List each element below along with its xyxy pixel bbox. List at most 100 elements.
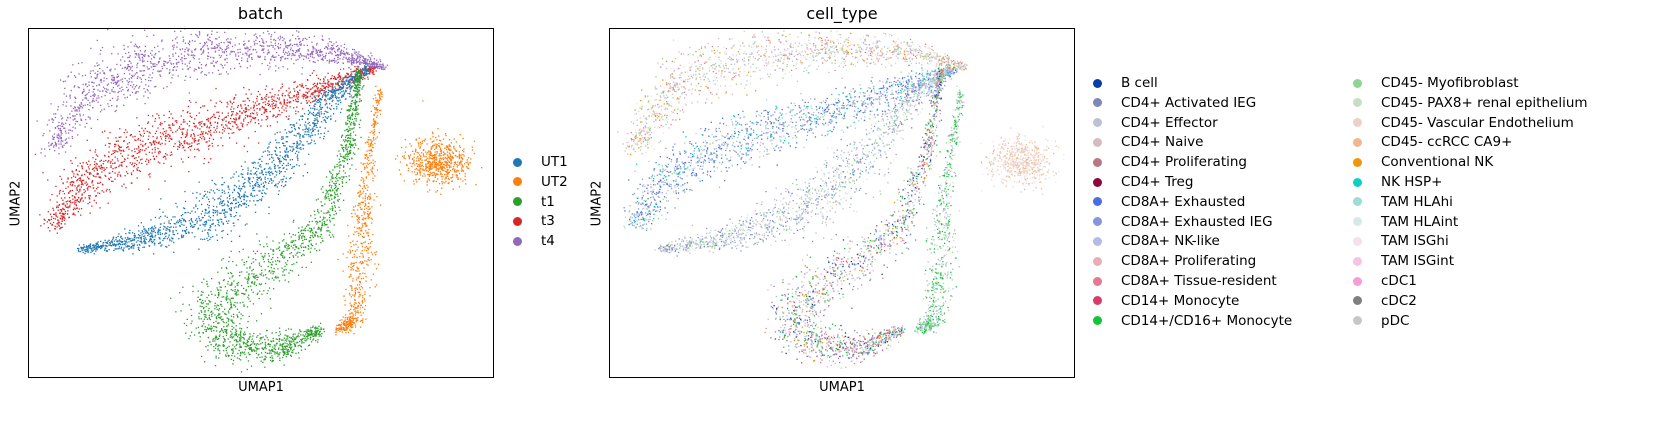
data-point xyxy=(358,62,360,64)
data-point xyxy=(138,230,140,232)
data-point xyxy=(371,66,373,68)
data-point xyxy=(84,173,86,176)
data-point xyxy=(227,191,230,194)
data-point xyxy=(251,343,253,345)
data-point xyxy=(89,198,91,200)
data-point xyxy=(319,108,321,110)
data-point xyxy=(71,170,73,172)
data-point xyxy=(336,89,338,91)
data-point xyxy=(180,137,182,139)
data-point xyxy=(293,125,295,128)
data-point xyxy=(215,336,217,338)
data-point xyxy=(182,121,184,123)
data-point xyxy=(144,49,147,52)
data-point xyxy=(302,97,305,99)
data-point xyxy=(154,151,156,153)
data-point xyxy=(254,252,257,255)
data-point xyxy=(373,67,375,69)
data-point xyxy=(99,207,101,209)
data-point xyxy=(148,85,150,87)
data-point xyxy=(283,250,285,252)
data-point xyxy=(191,129,193,131)
data-point xyxy=(52,221,55,224)
data-point xyxy=(162,48,164,50)
data-point xyxy=(221,210,224,212)
data-point xyxy=(359,71,361,73)
data-point xyxy=(313,90,316,92)
data-point xyxy=(148,229,150,231)
data-point xyxy=(116,99,118,101)
data-point xyxy=(215,335,217,337)
data-point xyxy=(179,224,181,227)
data-point xyxy=(343,93,345,95)
data-point xyxy=(96,163,98,165)
data-point xyxy=(64,151,67,153)
data-point xyxy=(333,48,335,50)
data-point xyxy=(93,245,95,247)
data-point xyxy=(114,149,116,152)
data-point xyxy=(209,191,211,194)
data-point xyxy=(206,212,208,214)
data-point xyxy=(283,145,285,147)
data-point xyxy=(145,84,147,86)
data-point xyxy=(272,102,275,104)
data-point xyxy=(336,106,338,108)
data-point xyxy=(284,342,286,344)
data-point xyxy=(256,200,258,202)
data-point xyxy=(102,245,105,247)
data-point xyxy=(337,50,339,52)
data-point xyxy=(186,111,188,114)
data-point xyxy=(221,296,223,298)
data-point xyxy=(284,352,286,354)
data-point xyxy=(275,39,277,42)
data-point xyxy=(195,101,197,103)
data-point xyxy=(131,81,133,83)
data-point xyxy=(136,160,138,162)
data-point xyxy=(84,250,87,253)
data-point xyxy=(350,74,352,76)
data-point xyxy=(242,293,244,295)
data-point xyxy=(308,90,310,92)
data-point xyxy=(233,316,235,318)
data-point xyxy=(244,348,246,351)
data-point xyxy=(254,277,256,280)
data-point xyxy=(193,226,195,228)
data-point xyxy=(278,170,280,172)
data-point xyxy=(233,118,235,120)
data-point xyxy=(345,80,347,83)
data-point xyxy=(329,215,331,217)
data-point xyxy=(103,77,105,79)
data-point xyxy=(360,76,362,78)
data-point xyxy=(196,148,198,151)
data-point xyxy=(300,44,302,46)
data-point xyxy=(112,243,114,245)
data-point xyxy=(190,33,192,36)
data-point xyxy=(323,90,325,92)
data-point xyxy=(276,97,279,99)
data-point xyxy=(61,122,63,124)
data-point xyxy=(159,162,161,164)
data-point xyxy=(169,154,171,156)
data-point xyxy=(91,182,93,184)
data-point xyxy=(329,90,331,93)
data-point xyxy=(355,105,358,108)
data-point xyxy=(191,225,193,227)
data-point xyxy=(153,56,156,59)
data-point xyxy=(92,94,95,96)
data-point xyxy=(152,65,154,67)
data-point xyxy=(356,65,358,68)
data-point xyxy=(115,137,117,139)
data-point xyxy=(360,73,362,75)
data-point xyxy=(314,142,316,145)
data-point xyxy=(218,291,220,294)
data-point xyxy=(275,56,277,58)
data-point xyxy=(203,162,205,165)
data-point xyxy=(225,48,227,50)
data-point xyxy=(227,298,229,300)
data-point xyxy=(171,45,174,47)
data-point xyxy=(203,137,206,139)
data-point xyxy=(210,56,212,58)
data-point xyxy=(315,50,317,52)
data-point xyxy=(76,109,78,111)
data-point xyxy=(293,88,295,90)
